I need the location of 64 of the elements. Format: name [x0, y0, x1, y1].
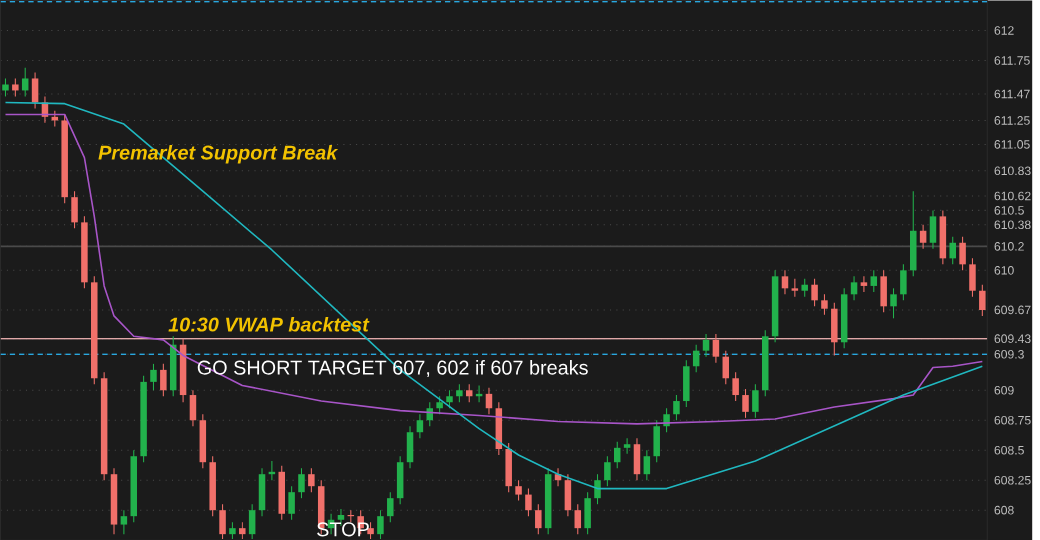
candlestick	[969, 257, 976, 297]
candlestick	[673, 394, 680, 421]
candlestick	[821, 293, 828, 315]
candlestick	[298, 467, 305, 499]
candlestick	[791, 277, 799, 297]
candlestick	[840, 287, 848, 349]
candlestick	[120, 509, 128, 535]
candlestick	[831, 301, 838, 356]
candlestick	[160, 363, 167, 397]
candlestick	[209, 455, 216, 517]
candlestick	[722, 349, 730, 385]
candlestick	[870, 269, 878, 293]
candlestick	[683, 359, 690, 408]
candlestick	[850, 275, 858, 301]
candlestick	[535, 503, 542, 535]
candlestick	[258, 467, 266, 517]
candlestick	[248, 503, 256, 540]
candlestick	[949, 235, 956, 265]
candlestick	[377, 509, 384, 540]
candlestick	[515, 479, 522, 501]
candlestick	[150, 363, 157, 391]
candlestick	[31, 71, 39, 109]
candlestick	[880, 269, 887, 313]
candlestick	[890, 287, 897, 319]
candlestick	[643, 449, 651, 481]
candlestick	[564, 473, 572, 517]
candlestick	[505, 442, 512, 493]
candlestick	[594, 473, 601, 505]
candlestick	[278, 464, 286, 520]
candlestick	[752, 383, 759, 419]
candlestick	[584, 491, 591, 535]
candlestick	[979, 283, 986, 317]
candlestick	[732, 371, 739, 402]
candlestick	[860, 275, 868, 293]
candlestick	[910, 190, 917, 277]
candlestick	[959, 235, 966, 271]
candlestick	[653, 419, 660, 463]
candlestick	[21, 66, 29, 97]
candlestick	[781, 269, 789, 295]
candlestick	[900, 263, 907, 301]
candlestick	[387, 491, 394, 523]
candlestick	[702, 333, 710, 357]
candlestick	[416, 413, 424, 439]
candlestick	[919, 223, 927, 249]
candlestick	[337, 508, 345, 526]
candlestick	[623, 437, 631, 454]
candlestick	[525, 487, 532, 517]
candlestick	[406, 425, 414, 469]
candlestick	[939, 209, 947, 265]
candlestick	[396, 455, 404, 505]
line-series	[4, 113, 984, 425]
candlestick	[199, 413, 207, 469]
candlestick	[189, 389, 197, 427]
candlestick	[288, 485, 295, 520]
candlestick	[712, 333, 720, 363]
candlestick	[574, 503, 582, 535]
candlestick	[633, 437, 641, 481]
candlestick	[811, 277, 818, 307]
candlestick	[742, 388, 749, 419]
candlestick	[308, 467, 315, 493]
candlestick	[604, 455, 611, 487]
candlestick	[219, 503, 226, 540]
candlestick	[71, 190, 78, 229]
candlestick	[929, 209, 937, 249]
